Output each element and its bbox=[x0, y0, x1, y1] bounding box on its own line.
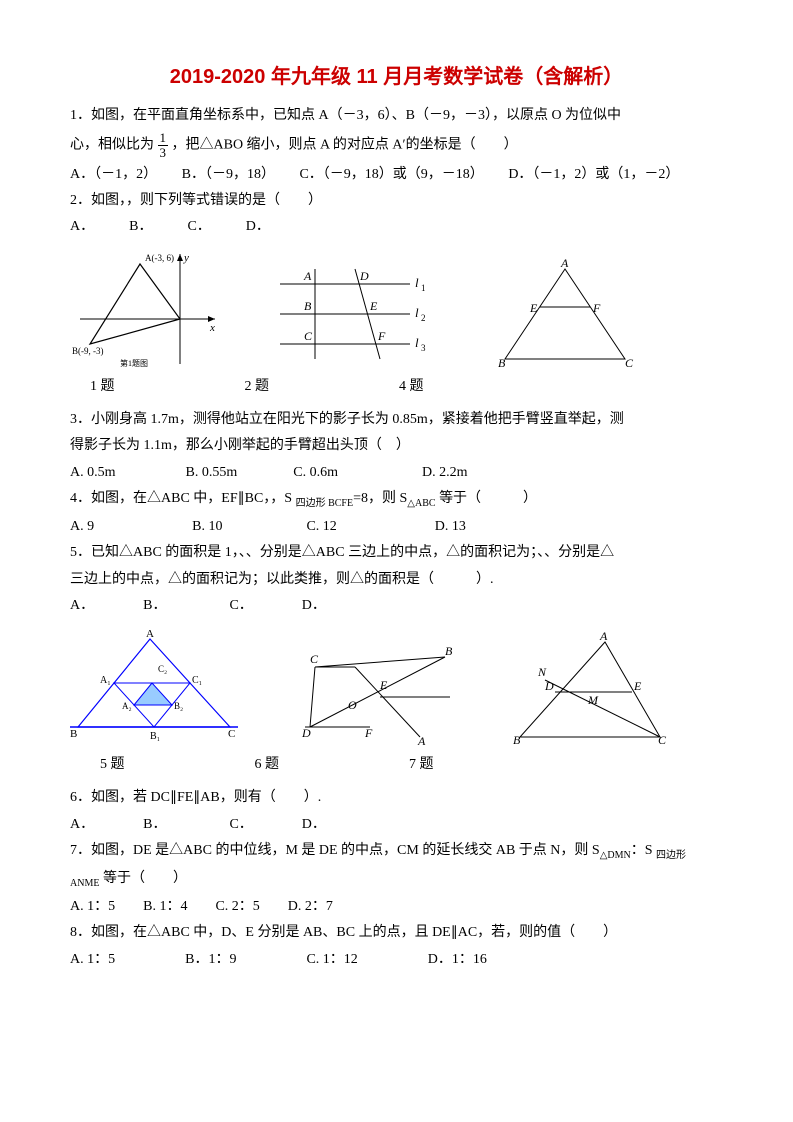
q8-stem: 8．如图，在△ABC 中，D、E 分别是 AB、BC 上的点，且 DE∥AC，若… bbox=[70, 922, 723, 944]
row1-captions: 1 题 2 题 4 题 bbox=[70, 375, 723, 395]
figure-row-2: A B C A₁ C₁ B₁ C₂ A₂ B₂ C D E F B A O A … bbox=[70, 627, 723, 747]
fig2-D: D bbox=[359, 269, 369, 283]
fig4-F: F bbox=[592, 301, 601, 315]
cap-6: 6 题 bbox=[255, 753, 280, 773]
q5-line1: 5．已知△ABC 的面积是 1，、、分别是△ABC 三边上的中点，△的面积记为；… bbox=[70, 542, 723, 564]
fig6-B: B bbox=[445, 644, 453, 658]
fig4-svg: A E F B C bbox=[490, 259, 640, 369]
fig5-A2: A₂ bbox=[122, 701, 132, 711]
q1-options-line1: A．（－1，2） B．（－9，18） C．（－9，18）或（9，－18） D．（… bbox=[70, 164, 723, 186]
row2-captions: 5 题 6 题 7 题 bbox=[70, 753, 723, 773]
fig7-N: N bbox=[537, 665, 547, 679]
fig5-svg: A B C A₁ C₁ B₁ C₂ A₂ B₂ bbox=[70, 627, 240, 747]
fig2-l2: l bbox=[415, 305, 419, 320]
q8-opts: A. 1：5 B．1：9 C. 1：12 D．1：16 bbox=[70, 949, 723, 971]
q1-opt-d: D．（－1，2）或（1，－2） bbox=[508, 167, 679, 182]
fig2-l1: l bbox=[415, 275, 419, 290]
cap-7: 7 题 bbox=[409, 753, 434, 773]
fig1-svg: A(-3, 6) y x B(-9, -3) 第1题图 bbox=[70, 249, 220, 369]
fig7-E: E bbox=[633, 679, 642, 693]
fig6-C: C bbox=[310, 652, 319, 666]
fig6-svg: C D E F B A O bbox=[290, 637, 460, 747]
fig5-B2: B₂ bbox=[174, 701, 183, 711]
fig6-E: E bbox=[379, 678, 388, 692]
fig1-label-y: y bbox=[183, 252, 189, 264]
fig2-F: F bbox=[377, 329, 386, 343]
q1-opt-b: B．（－9，18） bbox=[182, 167, 268, 182]
q1-stem-line1: 1．如图，在平面直角坐标系中，已知点 A（－3，6）、B（－9，－3），以原点 … bbox=[70, 105, 723, 127]
fig1-label-B: B(-9, -3) bbox=[72, 346, 104, 356]
q3-opts: A. 0.5m B. 0.55m C. 0.6m D. 2.2m bbox=[70, 462, 723, 484]
fig7-D: D bbox=[544, 679, 554, 693]
fig5-A: A bbox=[146, 628, 154, 640]
fig6-D: D bbox=[301, 726, 311, 740]
q1-stem-line2: 心，相似比为 1 3 ，把△ABO 缩小，则点 A 的对应点 A′的坐标是（ ） bbox=[70, 131, 723, 159]
fig2-l3: l bbox=[415, 335, 419, 350]
q6-opts: A． B． C． D． bbox=[70, 814, 723, 836]
fig5-C1: C₁ bbox=[192, 675, 202, 686]
fig4-E: E bbox=[529, 301, 538, 315]
q7-opts: A. 1：5 B. 1：4 C. 2：5 D. 2：7 bbox=[70, 896, 723, 918]
fig5-C2: C₂ bbox=[158, 664, 167, 674]
q1-text-b: ，把△ABO 缩小，则点 A 的对应点 A′的坐标是（ ） bbox=[172, 138, 518, 153]
fig2-s1: 1 bbox=[421, 283, 426, 293]
fig7-A: A bbox=[599, 632, 608, 643]
fig2-s2: 2 bbox=[421, 313, 426, 323]
q1-opt-a: A．（－1，2） bbox=[70, 167, 150, 182]
fig4-C: C bbox=[625, 356, 634, 369]
q1-text-a: 心，相似比为 bbox=[70, 138, 154, 153]
fig7-C: C bbox=[658, 733, 667, 747]
fig7-M: M bbox=[587, 693, 599, 707]
fig7-svg: A B C D E M N bbox=[510, 632, 670, 747]
q5-opts: A． B． C． D． bbox=[70, 595, 723, 617]
q1-opt-c: C．（－9，18）或（9，－18） bbox=[299, 167, 476, 182]
fig2-s3: 3 bbox=[421, 343, 426, 353]
fig4-A: A bbox=[560, 259, 569, 270]
q3-line2: 得影子长为 1.1m，那么小刚举起的手臂超出头顶（ ） bbox=[70, 435, 723, 457]
fig2-C: C bbox=[304, 329, 313, 343]
fig6-O: O bbox=[348, 698, 357, 712]
fig2-A: A bbox=[303, 269, 312, 283]
q2-stem: 2．如图，，则下列等式错误的是（ ） bbox=[70, 190, 723, 212]
q3-line1: 3．小刚身高 1.7m，测得他站立在阳光下的影子长为 0.85m，紧接着他把手臂… bbox=[70, 409, 723, 431]
q4-stem: 4．如图，在△ABC 中，EF∥BC，，S 四边形 BCFE=8，则 S△ABC… bbox=[70, 488, 723, 512]
fig2-E: E bbox=[369, 299, 378, 313]
fig5-B: B bbox=[70, 728, 77, 740]
q7-line1: 7．如图，DE 是△ABC 的中位线，M 是 DE 的中点，CM 的延长线交 A… bbox=[70, 840, 723, 864]
figure-row-1: A(-3, 6) y x B(-9, -3) 第1题图 A D B E C F … bbox=[70, 249, 723, 369]
q2-options: A． B． C． D． bbox=[70, 216, 723, 238]
cap-5: 5 题 bbox=[100, 753, 125, 773]
fig2-B: B bbox=[304, 299, 312, 313]
q1-fraction: 1 3 bbox=[158, 131, 169, 159]
title: 2019-2020 年九年级 11 月月考数学试卷（含解析） bbox=[70, 60, 723, 89]
fig5-C: C bbox=[228, 728, 235, 740]
q7-line2: ANME 等于（ ） bbox=[70, 868, 723, 892]
q6-stem: 6．如图，若 DC∥FE∥AB，则有（ ）. bbox=[70, 787, 723, 809]
cap-4: 4 题 bbox=[399, 375, 424, 395]
fig1-label-x: x bbox=[209, 322, 215, 334]
q4-opts: A. 9 B. 10 C. 12 D. 13 bbox=[70, 516, 723, 538]
fig5-B1: B₁ bbox=[150, 731, 160, 742]
fig2-svg: A D B E C F l 1 l 2 l 3 bbox=[270, 259, 440, 369]
fig6-A: A bbox=[417, 734, 426, 747]
fig1-label-A: A(-3, 6) bbox=[145, 253, 174, 263]
fig6-F: F bbox=[364, 726, 373, 740]
q5-line2: 三边上的中点，△的面积记为；以此类推，则△的面积是（ ）. bbox=[70, 569, 723, 591]
fig7-B: B bbox=[513, 733, 521, 747]
fig4-B: B bbox=[498, 356, 506, 369]
cap-1: 1 题 bbox=[90, 375, 115, 395]
cap-2: 2 题 bbox=[245, 375, 270, 395]
fig1-caption: 第1题图 bbox=[120, 358, 148, 368]
fig5-A1: A₁ bbox=[100, 675, 111, 686]
